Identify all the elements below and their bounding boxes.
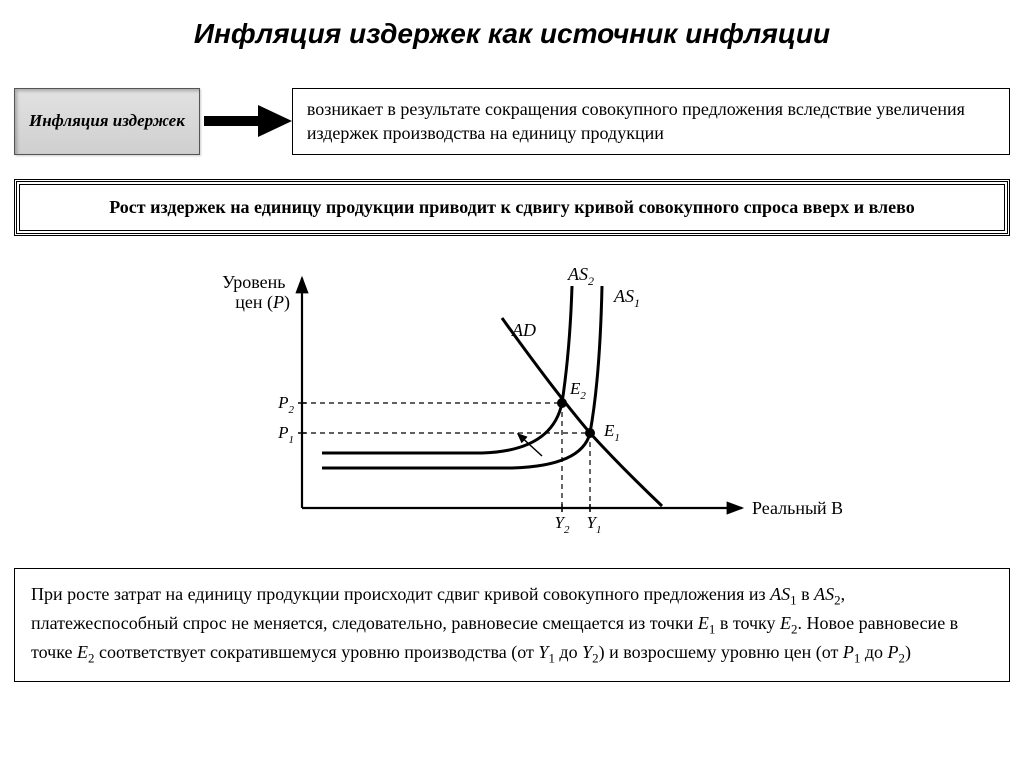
tick-p2: P2: [277, 393, 294, 416]
page-title: Инфляция издержек как источник инфляции: [14, 18, 1010, 50]
label-as2: AS2: [567, 264, 594, 288]
banner-frame: Рост издержек на единицу продукции приво…: [14, 179, 1010, 236]
curve-as1: [322, 286, 602, 468]
as-ad-chart: Уровень цен (P) Реальный ВВП (Y) AS2 AS1…: [182, 258, 842, 548]
y-axis-label: Уровень цен (P): [222, 272, 290, 313]
curve-as2: [322, 286, 572, 453]
arrow-icon: [200, 88, 292, 155]
banner-text: Рост издержек на единицу продукции приво…: [19, 184, 1005, 231]
tick-y1: Y1: [587, 513, 602, 536]
label-as1: AS1: [613, 286, 640, 310]
tick-p1: P1: [277, 423, 294, 446]
label-e2: E2: [569, 379, 586, 402]
tick-y2: Y2: [555, 513, 570, 536]
curve-ad: [502, 318, 662, 506]
explanation-box: При росте затрат на единицу продукции пр…: [14, 568, 1010, 682]
x-axis-label: Реальный ВВП (Y): [752, 498, 842, 519]
definition-box: возникает в результате сокращения совоку…: [292, 88, 1010, 155]
label-e1: E1: [603, 421, 620, 444]
point-e1: [585, 428, 595, 438]
concept-badge: Инфляция издержек: [14, 88, 200, 155]
definition-row: Инфляция издержек возникает в результате…: [14, 88, 1010, 155]
point-e2: [557, 398, 567, 408]
label-ad: AD: [511, 320, 536, 340]
chart-container: Уровень цен (P) Реальный ВВП (Y) AS2 AS1…: [14, 258, 1010, 548]
